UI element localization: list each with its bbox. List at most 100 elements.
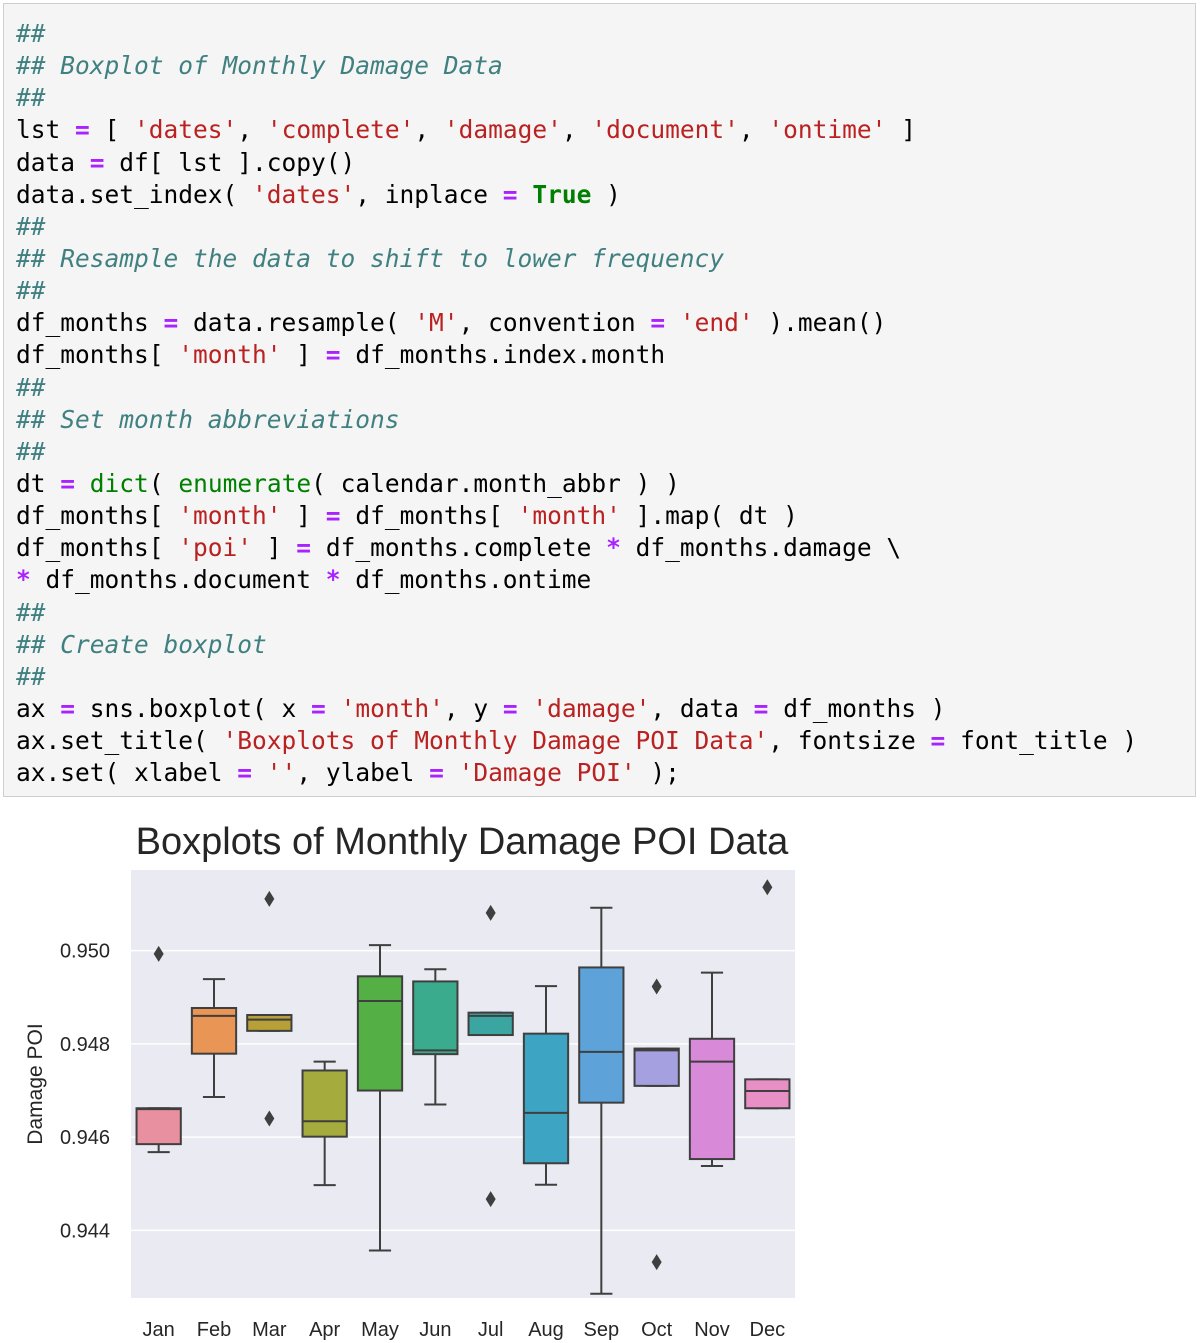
y-tick-labels: 0.944 0.946 0.948 0.950 bbox=[60, 941, 110, 1243]
code-token: = bbox=[502, 179, 518, 209]
code-token: ## bbox=[16, 661, 46, 691]
code-line: df_months[ 'month' ] = df_months.index.m… bbox=[16, 339, 1137, 371]
code-line: ## bbox=[16, 275, 1137, 307]
code-token bbox=[326, 694, 341, 723]
x-tick-label: Nov bbox=[694, 1319, 730, 1341]
code-token bbox=[518, 694, 533, 723]
box-oct bbox=[633, 978, 680, 1271]
code-token: ## bbox=[16, 372, 46, 402]
code-token: = bbox=[753, 693, 769, 723]
code-line: lst = [ 'dates', 'complete', 'damage', '… bbox=[16, 114, 1137, 146]
code-line: data = df[ lst ].copy() bbox=[16, 147, 1137, 179]
code-token: df[ lst ].copy() bbox=[104, 147, 356, 177]
code-line: ## bbox=[16, 18, 1137, 50]
code-token: df_months.complete bbox=[311, 533, 607, 563]
outlier-point bbox=[762, 879, 773, 896]
code-token: '' bbox=[266, 758, 297, 788]
y-tick-label: 0.944 bbox=[60, 1220, 110, 1242]
y-tick-label: 0.948 bbox=[60, 1034, 110, 1056]
code-line: data.set_index( 'dates', inplace = True … bbox=[16, 179, 1137, 211]
code-line: ## bbox=[16, 372, 1137, 404]
code-token: df_months[ bbox=[16, 533, 179, 563]
box-apr bbox=[301, 1060, 348, 1187]
plot-background bbox=[131, 870, 795, 1298]
x-tick-label: Dec bbox=[750, 1319, 786, 1341]
code-token: , bbox=[561, 115, 592, 145]
code-token: ) bbox=[591, 179, 621, 209]
code-token: ## bbox=[16, 19, 46, 48]
code-token: * bbox=[16, 565, 31, 595]
box-iqr bbox=[301, 1069, 348, 1138]
code-token: 'month' bbox=[517, 501, 621, 531]
code-token: = bbox=[502, 693, 518, 723]
code-line: ax.set_title( 'Boxplots of Monthly Damag… bbox=[16, 725, 1137, 757]
code-token: * bbox=[325, 565, 341, 595]
code-token: df_months[ bbox=[16, 501, 179, 531]
code-token: , inplace bbox=[355, 179, 503, 209]
x-tick-label: Mar bbox=[252, 1319, 287, 1341]
code-cell[interactable]: ## ## Boxplot of Monthly Damage Data ## lst… bbox=[3, 3, 1196, 797]
code-token: , data bbox=[650, 693, 754, 723]
code-token: ## bbox=[16, 211, 46, 241]
code-token: 'damage' bbox=[443, 115, 562, 145]
code-token: df_months[ bbox=[340, 501, 518, 531]
code-token: , bbox=[237, 115, 267, 145]
outlier-point bbox=[651, 978, 662, 995]
x-tick-label: Jun bbox=[419, 1319, 451, 1341]
code-line: ## bbox=[16, 436, 1137, 468]
outlier-point bbox=[485, 1191, 496, 1208]
code-line: ## bbox=[16, 211, 1137, 243]
box-feb bbox=[190, 978, 238, 1099]
box-may bbox=[356, 944, 404, 1252]
box-iqr bbox=[467, 1011, 514, 1037]
code-line: ## Create boxplot bbox=[16, 629, 1137, 661]
chart-title: Boxplots of Monthly Damage POI Data bbox=[136, 821, 790, 863]
code-token: = bbox=[930, 726, 946, 756]
y-axis-label: Damage POI bbox=[24, 1023, 47, 1144]
code-token: 'Damage POI' bbox=[458, 758, 636, 788]
code-token: ] bbox=[886, 115, 916, 145]
box-iqr bbox=[412, 980, 459, 1056]
code-token: True bbox=[532, 179, 592, 209]
code-editor[interactable]: ## ## Boxplot of Monthly Damage Data ## lst… bbox=[16, 18, 1137, 789]
plot-output: Boxplots of Monthly Damage POI Data 0.94… bbox=[0, 800, 1200, 1343]
code-token: ax.set( xlabel bbox=[16, 758, 238, 788]
box-iqr bbox=[522, 1032, 570, 1165]
code-line: df_months[ 'poi' ] = df_months.complete … bbox=[16, 532, 1137, 564]
code-token: = bbox=[89, 147, 105, 177]
code-token: df_months ) bbox=[768, 693, 946, 723]
code-token: , y bbox=[443, 693, 503, 723]
code-token: 'damage' bbox=[532, 693, 651, 723]
code-token: = bbox=[650, 308, 666, 338]
code-token: dt bbox=[16, 468, 61, 498]
code-line: ## bbox=[16, 661, 1137, 693]
box-iqr bbox=[744, 1078, 791, 1110]
x-tick-label: Feb bbox=[197, 1319, 231, 1341]
code-token: 'month' bbox=[340, 693, 444, 723]
outlier-point bbox=[485, 904, 496, 921]
code-token: = bbox=[325, 501, 341, 531]
boxplot-chart: Boxplots of Monthly Damage POI Data 0.94… bbox=[24, 821, 795, 1341]
code-token: = bbox=[163, 308, 179, 338]
box-aug bbox=[522, 985, 570, 1186]
code-line: * df_months.document * df_months.ontime bbox=[16, 564, 1137, 596]
code-token: df_months[ bbox=[16, 340, 179, 370]
x-tick-label: Jul bbox=[478, 1319, 504, 1341]
box-jun bbox=[412, 968, 459, 1106]
x-tick-label: Jan bbox=[143, 1319, 175, 1341]
code-token: font_title ) bbox=[945, 726, 1138, 756]
code-token: ] bbox=[252, 533, 297, 563]
code-token bbox=[665, 308, 680, 337]
code-token: data bbox=[16, 147, 90, 177]
code-token: df_months.document bbox=[30, 565, 326, 595]
code-token: ax.set_title( bbox=[16, 726, 223, 756]
code-token: 'dates' bbox=[252, 179, 356, 209]
code-token: 'end' bbox=[679, 308, 754, 338]
code-token: ( calendar.month_abbr ) ) bbox=[311, 468, 680, 498]
code-token: 'month' bbox=[178, 501, 282, 531]
code-token: = bbox=[75, 115, 90, 145]
code-token: , bbox=[738, 115, 769, 145]
code-token: 'dates' bbox=[134, 115, 238, 145]
code-token: ax bbox=[16, 693, 61, 723]
code-token: 'complete' bbox=[266, 115, 415, 145]
